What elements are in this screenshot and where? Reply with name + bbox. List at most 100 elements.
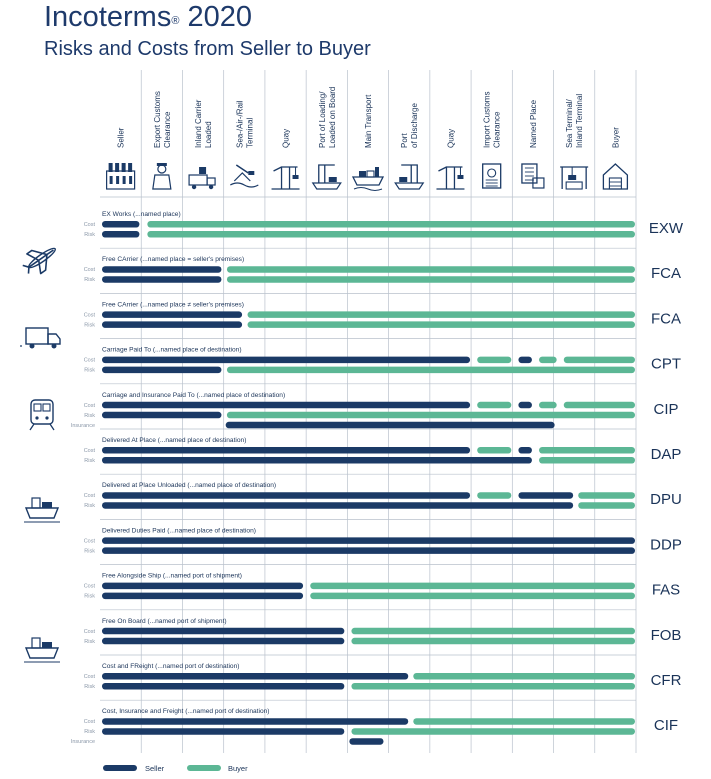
term-row: Free Alongside Ship (...named port of sh… bbox=[84, 573, 680, 600]
page-subtitle: Risks and Costs from Seller to Buyer bbox=[44, 38, 371, 60]
term-code: FCA bbox=[651, 265, 681, 282]
term-code: FCA bbox=[651, 310, 681, 327]
seller-bar-segment bbox=[102, 582, 304, 590]
seller-bar-segment bbox=[102, 502, 574, 509]
buyer-bar-segment bbox=[539, 401, 557, 409]
term-row: Cost and FReight (...named port of desti… bbox=[84, 663, 682, 690]
bar-side-label: Risk bbox=[84, 277, 95, 283]
seller-bar-segment bbox=[225, 421, 555, 429]
term-description: Carriage Paid To (...named place of dest… bbox=[102, 347, 242, 354]
column-label: Clearance bbox=[163, 111, 172, 148]
term-description: Delivered At Place (...named place of de… bbox=[102, 437, 246, 444]
bar-side-label: Risk bbox=[84, 368, 95, 374]
legend-seller-label: Seller bbox=[145, 764, 165, 773]
port-crane-icon bbox=[436, 166, 465, 190]
term-description: Cost and FReight (...named port of desti… bbox=[102, 663, 239, 670]
buyer-bar-segment bbox=[310, 582, 635, 590]
bar-side-label: Insurance bbox=[71, 739, 95, 745]
term-code: CIF bbox=[654, 717, 678, 734]
bar-side-label: Cost bbox=[84, 719, 96, 725]
bar-side-label: Risk bbox=[84, 639, 95, 645]
buyer-bar-segment bbox=[578, 492, 635, 499]
title-text: Incoterms bbox=[44, 1, 172, 33]
cargo-ship-icon bbox=[351, 167, 385, 191]
warehouse-icon bbox=[602, 163, 629, 190]
sea-ship-icon bbox=[24, 637, 60, 663]
buyer-bar-segment bbox=[351, 627, 635, 635]
seller-bar-segment bbox=[102, 411, 222, 419]
column-label: Sea-/Air-/Rail bbox=[235, 100, 244, 148]
seller-bar-segment bbox=[102, 637, 345, 645]
term-description: Cost, Insurance and Freight (...named po… bbox=[102, 708, 270, 715]
multimodal-ship-icon bbox=[24, 497, 60, 523]
seller-bar-segment bbox=[102, 221, 140, 228]
seller-bar-segment bbox=[102, 401, 471, 409]
terminal-icon bbox=[230, 164, 259, 188]
buyer-bar-segment bbox=[477, 492, 512, 499]
seller-bar-segment bbox=[102, 728, 345, 735]
title-year: 2020 bbox=[187, 1, 253, 33]
seller-bar-segment bbox=[102, 492, 471, 499]
buyer-bar-segment bbox=[563, 401, 635, 409]
buyer-bar-segment bbox=[226, 276, 635, 283]
buyer-bar-segment bbox=[147, 231, 635, 238]
term-description: Delivered Duties Paid (...named place of… bbox=[102, 527, 256, 534]
column-label: Sea Terminal/ bbox=[565, 98, 574, 148]
column-header: Sea Terminal/Inland Terminal bbox=[560, 94, 589, 190]
factory-icon bbox=[106, 163, 136, 190]
column-header: Port of Loading/Loaded on Board bbox=[311, 87, 342, 190]
train-icon bbox=[29, 399, 55, 431]
truck-icon bbox=[20, 327, 61, 349]
seller-bar-segment bbox=[518, 492, 574, 499]
bar-side-label: Insurance bbox=[71, 423, 95, 429]
legend: Seller Buyer bbox=[103, 764, 248, 773]
column-label: Quay bbox=[446, 129, 455, 148]
page-title: Incoterms® 2020 bbox=[44, 0, 252, 34]
bar-side-label: Risk bbox=[84, 684, 95, 690]
legend-seller-swatch bbox=[103, 765, 137, 771]
term-code: CPT bbox=[651, 356, 681, 373]
term-row: Free CArrier (...named place ≠ seller's … bbox=[84, 301, 681, 328]
buyer-bar-segment bbox=[351, 637, 635, 645]
registered-mark: ® bbox=[171, 15, 180, 27]
seller-bar-segment bbox=[102, 592, 304, 600]
bar-side-label: Risk bbox=[84, 594, 95, 600]
term-row: Free CArrier (...named place = seller's … bbox=[84, 256, 681, 283]
seller-bar-segment bbox=[102, 718, 409, 725]
bar-side-label: Cost bbox=[84, 584, 96, 590]
column-label: Import Customs bbox=[483, 92, 492, 148]
seller-bar-segment bbox=[102, 266, 222, 273]
column-header: Import Customs Clearance bbox=[482, 92, 502, 189]
customs-officer-icon bbox=[152, 163, 172, 190]
term-description: Free On Board (...named port of shipment… bbox=[102, 618, 227, 625]
column-label: Buyer bbox=[611, 127, 620, 148]
buyer-bar-segment bbox=[413, 718, 635, 725]
bar-side-label: Cost bbox=[84, 312, 96, 318]
column-header: Quay bbox=[436, 129, 465, 190]
column-label: Named Place bbox=[529, 99, 538, 148]
seller-bar-segment bbox=[102, 231, 140, 238]
column-header: Port of Discharge bbox=[394, 103, 425, 190]
seller-bar-segment bbox=[102, 537, 635, 544]
inland-terminal-icon bbox=[560, 166, 589, 190]
seller-bar-segment bbox=[102, 673, 409, 680]
term-row: Carriage and Insurance Paid To (...named… bbox=[71, 392, 679, 429]
seller-bar-segment bbox=[102, 627, 345, 635]
column-header: Quay bbox=[271, 129, 300, 190]
bar-side-label: Risk bbox=[84, 729, 95, 735]
buyer-bar-segment bbox=[477, 401, 512, 409]
term-description: Free CArrier (...named place = seller's … bbox=[102, 256, 244, 263]
term-description: Carriage and Insurance Paid To (...named… bbox=[102, 392, 285, 399]
buyer-bar-segment bbox=[226, 366, 635, 374]
bar-side-label: Risk bbox=[84, 413, 95, 419]
bar-side-label: Cost bbox=[84, 674, 96, 680]
column-header: Named Place bbox=[521, 99, 545, 189]
column-header: Export Customs Clearance bbox=[152, 91, 172, 190]
term-row: Delivered At Place (...named place of de… bbox=[84, 437, 682, 464]
buyer-bar-segment bbox=[477, 356, 512, 364]
buyer-bar-segment bbox=[539, 457, 635, 464]
column-header: Sea-/Air-/Rail Terminal bbox=[230, 100, 259, 188]
term-description: Delivered at Place Unloaded (...named pl… bbox=[102, 482, 276, 489]
column-label: Loaded on Board bbox=[328, 87, 337, 148]
bar-side-label: Cost bbox=[84, 358, 96, 364]
